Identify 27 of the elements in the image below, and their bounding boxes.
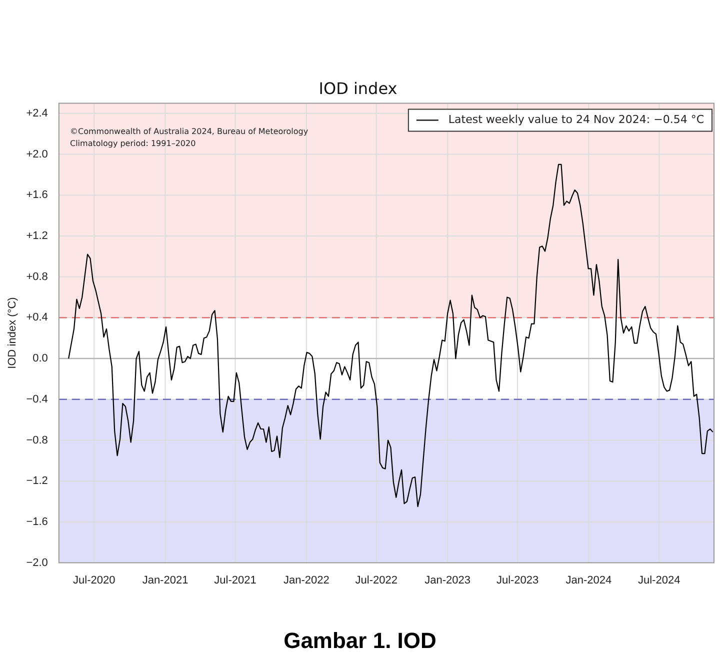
y-tick-label: +2.4: [26, 107, 48, 120]
y-tick-label: +0.8: [26, 270, 48, 283]
x-tick-label: Jan-2022: [283, 574, 330, 586]
y-axis-title: IOD index (°C): [6, 297, 19, 369]
x-tick-label: Jul-2024: [638, 574, 680, 586]
annotation: Climatology period: 1991–2020: [70, 138, 197, 150]
x-tick-label: Jan-2023: [424, 574, 470, 586]
x-tick-label: Jul-2022: [355, 574, 398, 586]
y-tick-label: 0.0: [32, 352, 48, 365]
legend-label: Latest weekly value to 24 Nov 2024: −0.54 °C: [448, 113, 704, 126]
y-tick-label: −2.0: [26, 556, 48, 569]
y-tick-label: −0.8: [26, 434, 48, 446]
x-tick-label: Jul-2021: [214, 574, 256, 586]
x-tick-label: Jan-2024: [566, 574, 612, 586]
y-tick-label: −1.6: [26, 516, 48, 528]
y-tick-label: −1.2: [26, 475, 48, 488]
x-tick-label: Jul-2020: [73, 574, 116, 586]
chart-title: IOD index: [318, 78, 398, 98]
y-tick-label: +0.4: [26, 312, 48, 324]
y-tick-label: +1.2: [26, 230, 48, 242]
y-tick-label: −0.4: [26, 393, 48, 406]
x-tick-label: Jan-2021: [142, 574, 188, 586]
text: Gambar 1. IOD: [282, 628, 438, 654]
y-tick-label: +1.6: [26, 189, 48, 202]
x-tick-label: Jul-2023: [496, 574, 539, 586]
annotation: ©Commonwealth of Australia 2024, Bureau of Meteorology: [70, 126, 308, 138]
y-tick-label: +2.0: [26, 148, 48, 160]
